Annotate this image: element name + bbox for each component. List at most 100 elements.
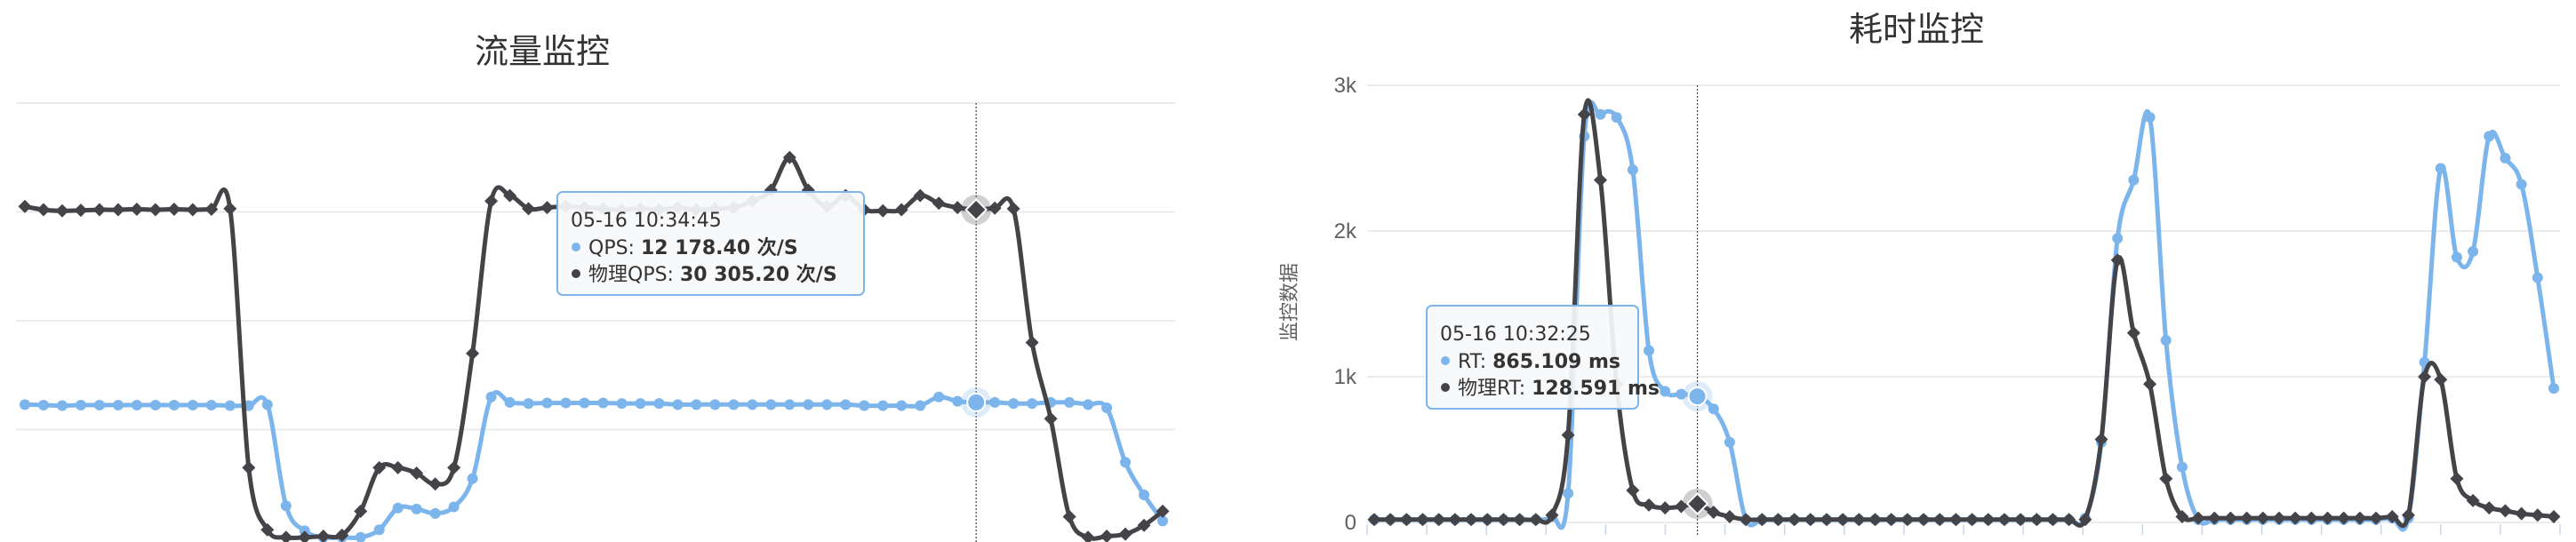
- data-point: [1595, 108, 1606, 120]
- data-point: [20, 399, 30, 410]
- tooltip-row-qps: QPS: 12 178.40 次/S: [588, 236, 798, 259]
- data-point: [1658, 501, 1672, 515]
- data-point: [2369, 511, 2383, 525]
- data-point: [859, 400, 870, 411]
- data-point: [392, 502, 404, 514]
- tooltip-value: 128.591 ms: [1532, 378, 1660, 400]
- data-point: [467, 473, 478, 484]
- data-point: [18, 199, 32, 213]
- data-point: [2272, 511, 2286, 525]
- data-point: [1529, 513, 1543, 527]
- data-point: [448, 501, 460, 513]
- series-line: [24, 390, 1165, 540]
- data-point: [2451, 251, 2462, 263]
- data-point: [2466, 493, 2480, 507]
- data-point: [466, 347, 480, 361]
- data-point: [112, 399, 124, 410]
- data-point: [37, 399, 49, 410]
- data-point: [1723, 509, 1737, 523]
- data-point: [1480, 513, 1494, 527]
- data-point: [2498, 504, 2512, 518]
- data-point: [1981, 513, 1996, 527]
- data-point: [2143, 377, 2157, 391]
- data-point: [1674, 499, 1688, 514]
- data-point: [877, 400, 889, 411]
- data-point: [894, 203, 908, 217]
- physical-qps-tooltip-marker: [572, 269, 580, 278]
- data-point: [428, 477, 443, 491]
- data-point: [2094, 433, 2108, 447]
- data-point: [149, 399, 161, 410]
- data-point: [1513, 513, 1527, 527]
- traffic-chart: 流量监控 05-16 10:34:45 QPS: 12 178.40 次/S 物…: [16, 32, 1175, 542]
- data-point: [1044, 411, 1058, 426]
- data-point: [447, 460, 461, 474]
- data-point: [279, 530, 293, 542]
- tooltip-row-physical-qps: 物理QPS: 30 305.20 次/S: [588, 263, 837, 286]
- latency-chart: 耗时监控 监控数据 0 1k 2k 3k 05-16 10:32:25 RT: 865…: [1279, 10, 2561, 535]
- tooltip-value: 12 178.40 次/S: [641, 236, 798, 259]
- data-point: [784, 399, 796, 410]
- data-point: [75, 399, 86, 410]
- data-point: [2484, 131, 2495, 142]
- data-point: [1997, 513, 2012, 527]
- data-point: [1137, 518, 1151, 532]
- data-point: [1626, 483, 1640, 498]
- data-point: [1948, 513, 1963, 527]
- data-point: [1118, 527, 1132, 541]
- data-point: [1083, 399, 1094, 410]
- traffic-tooltip: 05-16 10:34:45 QPS: 12 178.40 次/S 物理QPS:…: [556, 191, 865, 296]
- data-point: [597, 397, 609, 409]
- qps-tooltip-marker: [572, 243, 580, 251]
- data-point: [167, 202, 181, 216]
- data-point: [560, 397, 572, 409]
- data-point: [932, 196, 946, 211]
- data-point: [2304, 511, 2318, 525]
- data-point: [950, 201, 964, 215]
- data-point: [2144, 112, 2156, 124]
- data-point: [1771, 513, 1785, 527]
- data-point: [2045, 513, 2060, 527]
- data-point: [373, 524, 385, 536]
- tooltip-row-rt: RT: 865.109 ms: [1458, 351, 1620, 373]
- data-point: [988, 201, 1002, 215]
- data-point: [2385, 509, 2399, 523]
- rt-tooltip-marker: [1441, 356, 1450, 365]
- data-point: [522, 202, 536, 216]
- data-point: [1561, 428, 1575, 442]
- data-point: [2532, 272, 2543, 283]
- y-tick-label: 0: [1345, 511, 1356, 535]
- data-point: [2450, 472, 2464, 486]
- data-point: [2159, 472, 2173, 486]
- hover-point: [1685, 492, 1709, 515]
- data-point: [2516, 179, 2527, 190]
- hover-point: [964, 198, 988, 221]
- data-point: [1804, 513, 1818, 527]
- data-point: [876, 203, 890, 218]
- data-point: [2515, 506, 2529, 521]
- latency-y-axis-label: 监控数据: [1279, 263, 1301, 341]
- data-point: [2468, 245, 2479, 257]
- data-point: [653, 398, 665, 410]
- data-point: [1836, 513, 1850, 527]
- data-point: [2207, 511, 2221, 525]
- data-point: [2435, 163, 2446, 174]
- data-point: [1884, 513, 1899, 527]
- data-point: [168, 399, 180, 410]
- data-point: [2548, 383, 2559, 395]
- data-point: [260, 522, 275, 537]
- data-point: [56, 400, 68, 411]
- data-point: [896, 400, 908, 411]
- hover-point: [1687, 387, 1708, 407]
- data-point: [1062, 510, 1076, 523]
- data-point: [429, 507, 441, 519]
- tooltip-header: 05-16 10:32:25: [1440, 323, 1591, 346]
- data-point: [1965, 513, 1980, 527]
- data-point: [2288, 511, 2302, 525]
- data-point: [989, 396, 1001, 408]
- data-point: [2321, 511, 2335, 525]
- data-point: [1139, 490, 1150, 500]
- y-tick-label: 3k: [1334, 74, 1357, 98]
- data-point: [1932, 513, 1947, 527]
